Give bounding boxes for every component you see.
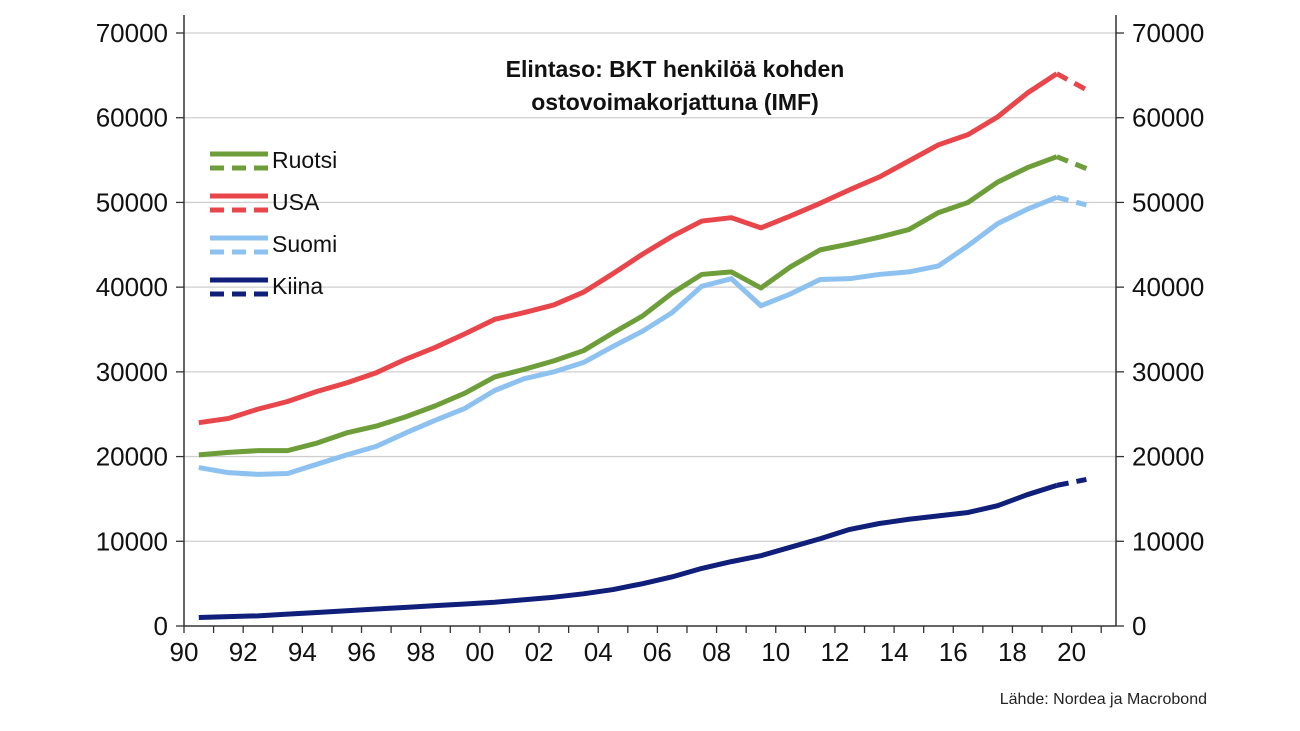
legend-label-suomi: Suomi: [272, 231, 337, 257]
y-tick-label-right: 0: [1132, 611, 1146, 641]
y-tick-label-left: 50000: [96, 187, 168, 217]
y-tick-label-right: 10000: [1132, 526, 1204, 556]
series-forecast-ruotsi: [1055, 154, 1088, 171]
legend: Ruotsi USA Suomi Kiina: [210, 147, 337, 299]
x-tick-label: 18: [998, 637, 1027, 667]
y-tick-label-right: 70000: [1132, 18, 1204, 48]
x-tick-label: 12: [820, 637, 849, 667]
series-line-kiina: [198, 482, 1058, 621]
x-tick-label: 98: [406, 637, 435, 667]
y-tick-label-left: 0: [154, 611, 168, 641]
series-forecast-kiina: [1056, 476, 1087, 488]
series-forecast-suomi: [1056, 194, 1088, 208]
y-tick-label-left: 30000: [96, 357, 168, 387]
x-tick-label: 90: [170, 637, 199, 667]
y-tick-label-right: 20000: [1132, 442, 1204, 472]
legend-label-kiina: Kiina: [272, 273, 323, 299]
series-line-usa: [198, 71, 1059, 426]
y-tick-label-left: 10000: [96, 526, 168, 556]
y-tick-label-right: 50000: [1132, 187, 1204, 217]
y-tick-label-left: 60000: [96, 103, 168, 133]
chart-title-line1: Elintaso: BKT henkilöä kohden: [506, 56, 845, 82]
y-tick-label-right: 30000: [1132, 357, 1204, 387]
y-tick-label-left: 20000: [96, 442, 168, 472]
x-tick-label: 08: [702, 637, 731, 667]
y-tick-label-left: 70000: [96, 18, 168, 48]
x-tick-label: 14: [880, 637, 909, 667]
legend-label-usa: USA: [272, 189, 320, 215]
source-note: Lähde: Nordea ja Macrobond: [1000, 691, 1207, 708]
series-forecast-usa: [1055, 71, 1088, 92]
x-tick-label: 00: [465, 637, 494, 667]
x-tick-label: 02: [525, 637, 554, 667]
y-tick-label-right: 60000: [1132, 103, 1204, 133]
x-tick-label: 04: [584, 637, 613, 667]
legend-label-ruotsi: Ruotsi: [272, 147, 337, 173]
x-tick-label: 06: [643, 637, 672, 667]
x-tick-label: 92: [229, 637, 258, 667]
x-tick-label: 20: [1057, 637, 1086, 667]
chart-title-line2: ostovoimakorjattuna (IMF): [531, 89, 819, 115]
y-tick-label-right: 40000: [1132, 272, 1204, 302]
x-tick-label: 16: [939, 637, 968, 667]
x-tick-label: 94: [288, 637, 317, 667]
x-tick-label: 10: [761, 637, 790, 667]
series-line-ruotsi: [198, 154, 1058, 458]
series-line-suomi: [198, 195, 1058, 477]
x-tick-label: 96: [347, 637, 376, 667]
series-lines: [198, 71, 1088, 621]
y-tick-label-left: 40000: [96, 272, 168, 302]
